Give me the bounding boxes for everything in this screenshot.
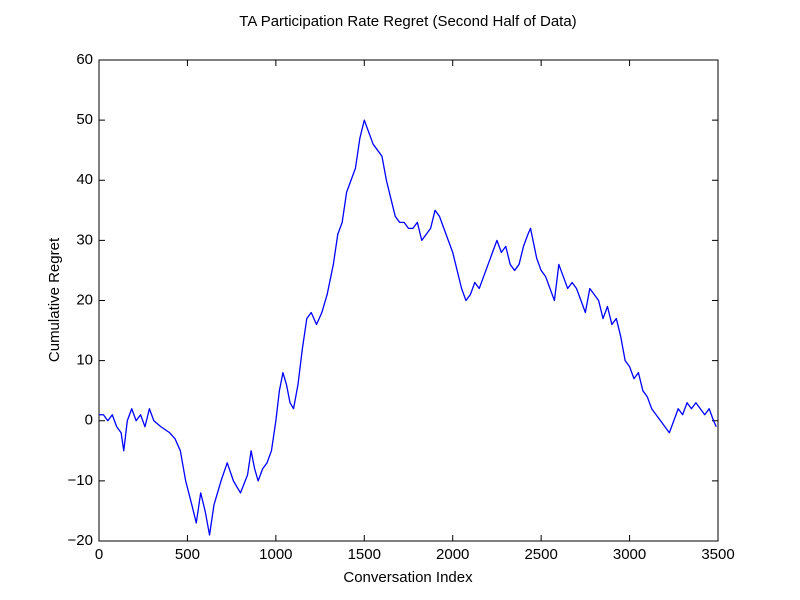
y-axis-label: Cumulative Regret <box>46 237 63 362</box>
x-tick-label: 1500 <box>348 546 381 563</box>
y-tick-label: 50 <box>76 111 93 128</box>
x-tick-label: 500 <box>175 546 200 563</box>
y-tick-label: 10 <box>76 352 93 369</box>
x-tick-label: 2000 <box>436 546 469 563</box>
chart-title: TA Participation Rate Regret (Second Hal… <box>239 13 576 30</box>
y-tick-label: 20 <box>76 291 93 308</box>
x-axis-label: Conversation Index <box>343 569 473 586</box>
x-tick-label: 3000 <box>613 546 646 563</box>
data-line <box>99 119 717 536</box>
y-tick-label: 30 <box>76 231 93 248</box>
y-tick-label: 0 <box>85 412 93 429</box>
x-tick-label: 3500 <box>701 546 734 563</box>
y-tick-label: 60 <box>76 51 93 68</box>
x-tick-label: 2500 <box>524 546 557 563</box>
x-tick-label: 1000 <box>259 546 292 563</box>
y-tick-label: 40 <box>76 171 93 188</box>
y-tick-label: −20 <box>68 532 93 549</box>
y-tick-label: −10 <box>68 472 93 489</box>
x-tick-label: 0 <box>95 546 103 563</box>
